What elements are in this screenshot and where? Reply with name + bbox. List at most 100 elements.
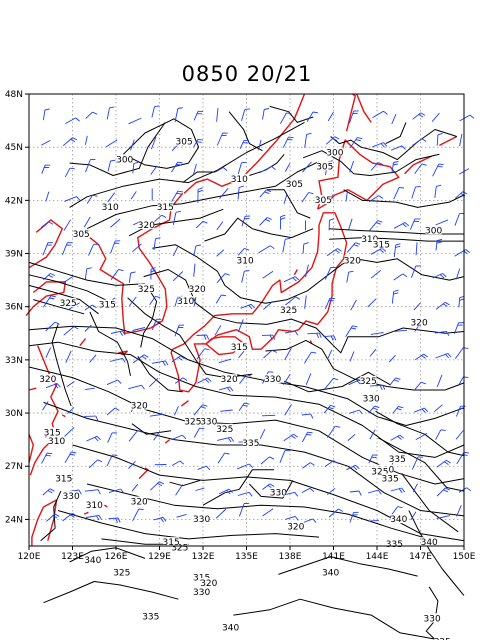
contour-label: 315 [231, 343, 248, 353]
barb-flag [97, 459, 103, 463]
barb-flag [395, 377, 401, 380]
wind-barb [237, 185, 245, 200]
barb-shaft [84, 489, 99, 492]
contour-label: 300 [425, 226, 442, 236]
barb-flag [334, 136, 340, 140]
wind-barb [370, 162, 383, 171]
barb-shaft [128, 117, 142, 125]
x-tick-label: 126E [105, 552, 128, 562]
wind-barb [389, 377, 401, 386]
barb-shaft [325, 136, 335, 145]
wind-barb [435, 301, 450, 310]
barb-flag [70, 138, 76, 143]
wind-barb [193, 138, 203, 148]
contour-line [43, 581, 179, 604]
coastline-segment [104, 504, 108, 508]
barb-shaft [84, 304, 93, 311]
wind-barb [346, 270, 354, 283]
barb-shaft [324, 298, 331, 310]
barb-shaft [220, 409, 233, 412]
contour-line [169, 479, 201, 487]
barb-shaft [42, 273, 51, 281]
barb-shaft [391, 145, 403, 151]
wind-barb [369, 384, 386, 390]
coastline-segment [61, 414, 66, 418]
contour-label: 300 [326, 148, 343, 158]
barb-shaft [409, 218, 416, 230]
barb-flag [267, 217, 272, 220]
contour-label-bg [138, 283, 155, 293]
barb-shaft [411, 456, 419, 470]
barb-flag [463, 451, 469, 454]
contour-label: 320 [138, 221, 155, 231]
wind-barb [172, 210, 181, 225]
wind-barb [370, 247, 387, 255]
wind-barb [307, 332, 322, 338]
wind-barb [367, 298, 377, 308]
barb-flag [230, 437, 234, 442]
contour-line [143, 269, 465, 354]
barb-flag [421, 355, 426, 359]
barb-flag [383, 142, 388, 147]
contour-label: 320 [39, 375, 56, 385]
barb-flag [206, 465, 211, 471]
barb-flag [333, 335, 337, 341]
contour-label: 305 [286, 180, 303, 190]
wind-barb [283, 194, 288, 204]
wind-barb [455, 268, 461, 280]
barb-flag [175, 210, 181, 213]
barb-flag [248, 304, 253, 310]
contour-label: 325 [280, 306, 297, 316]
wind-barb [455, 430, 464, 440]
wind-barb [45, 321, 60, 332]
barb-flag [398, 405, 404, 409]
barb-shaft [153, 431, 161, 441]
barb-shaft [41, 139, 51, 146]
contour-line [131, 423, 172, 435]
wind-barb [349, 160, 355, 173]
barb-flag [182, 377, 188, 381]
barb-shaft [326, 248, 338, 257]
barb-shaft [130, 191, 137, 200]
wind-barb [393, 187, 405, 200]
barb-shaft [236, 248, 245, 257]
contour-label: 330 [363, 395, 380, 405]
barb-flag [306, 434, 312, 436]
contour-label-bg [242, 438, 259, 447]
barb-flag [462, 454, 468, 456]
contour-label-bg [193, 514, 210, 524]
barb-flag [318, 332, 322, 338]
barb-shaft [258, 139, 262, 151]
barb-flag [352, 466, 358, 471]
wind-barb [435, 238, 443, 251]
wind-barb [388, 354, 396, 363]
barb-shaft [215, 167, 224, 173]
barb-flag [445, 354, 450, 359]
barb-shaft [284, 296, 296, 306]
barb-flag [180, 355, 185, 360]
barb-shaft [238, 402, 245, 412]
wind-barb [106, 407, 120, 416]
wind-barb [411, 456, 424, 470]
barb-flag [196, 141, 202, 143]
barb-shaft [390, 434, 401, 441]
barb-shaft [46, 513, 55, 522]
barb-flag [465, 249, 471, 253]
barb-shaft [435, 429, 442, 440]
contour-label-bg [113, 567, 130, 577]
barb-shaft [436, 374, 443, 388]
wind-barb [215, 294, 227, 304]
wind-barb [237, 491, 253, 497]
wind-barb [456, 451, 469, 465]
barb-flag [285, 237, 291, 240]
wind-barb [283, 433, 298, 442]
barb-flag [398, 488, 403, 494]
wind-barb [436, 132, 443, 146]
barb-flag [162, 361, 166, 366]
barb-shaft [107, 160, 111, 172]
barb-shaft [260, 456, 270, 465]
barb-flag [98, 515, 102, 520]
wind-barb [149, 295, 161, 306]
barb-flag [122, 330, 126, 336]
barb-shaft [414, 381, 422, 390]
